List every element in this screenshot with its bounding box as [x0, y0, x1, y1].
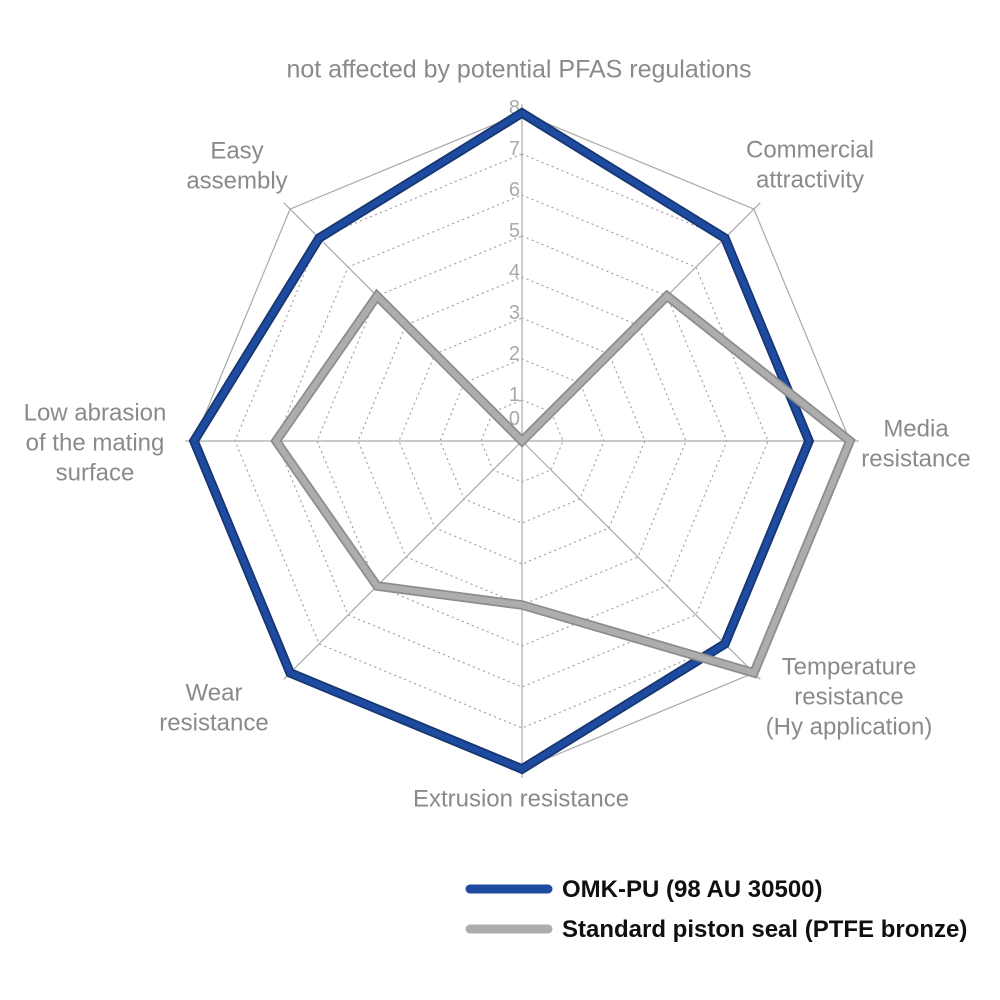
- axis-label-3: Temperature resistance (Hy application): [766, 654, 933, 741]
- axis-label-5: Wear resistance: [159, 680, 268, 737]
- tick-label: 5: [509, 220, 520, 242]
- axis-label-line: Commercial: [746, 137, 874, 164]
- axis-tick-mark: [283, 202, 291, 210]
- tick-label: 0: [509, 408, 520, 430]
- axis-label-7: Easy assembly: [186, 138, 287, 195]
- axis-label-line: Low abrasion: [24, 400, 167, 427]
- axis-label-line: (Hy application): [766, 714, 933, 741]
- series-line-1: [272, 291, 854, 677]
- axis-label-line: resistance: [159, 710, 268, 737]
- tick-label: 2: [509, 343, 520, 365]
- axis-label-6: Low abrasion of the mating surface: [24, 400, 167, 487]
- axis-label-line: resistance: [794, 684, 903, 711]
- tick-label: 3: [509, 302, 520, 324]
- axis-label-1: Commercial attractivity: [746, 137, 874, 194]
- tick-label: 7: [509, 138, 520, 160]
- legend-entry-1: Standard piston seal (PTFE bronze): [465, 916, 967, 943]
- axis-label-line: Extrusion resistance: [413, 786, 629, 813]
- tick-label: 8: [509, 97, 520, 119]
- axis-label-line: Media: [883, 416, 949, 443]
- axis-tick-mark: [753, 202, 761, 210]
- axis-label-line: Easy: [210, 138, 263, 165]
- legend-label: Standard piston seal (PTFE bronze): [562, 916, 967, 943]
- axis-label-4: Extrusion resistance: [413, 786, 629, 813]
- tick-label: 4: [509, 261, 520, 283]
- axis-label-0: not affected by potential PFAS regulatio…: [286, 56, 751, 84]
- axis-label-line: surface: [56, 460, 135, 487]
- grid-ring-dotted: [398, 317, 646, 565]
- axis-label-line: Wear: [186, 680, 243, 707]
- axis-label-line: Temperature: [782, 654, 917, 681]
- tick-label: 6: [509, 179, 520, 201]
- axis-spoke: [289, 440, 523, 674]
- axis-label-line: attractivity: [756, 167, 864, 194]
- axis-label-line: of the mating: [26, 430, 165, 457]
- axis-spoke: [521, 440, 755, 674]
- axis-label-line: assembly: [186, 168, 287, 195]
- legend-label: OMK-PU (98 AU 30500): [562, 876, 823, 903]
- legend-entry-0: OMK-PU (98 AU 30500): [465, 876, 823, 903]
- tick-label: 1: [509, 384, 520, 406]
- axis-label-line: not affected by potential PFAS regulatio…: [286, 56, 751, 84]
- axis-label-2: Media resistance: [861, 416, 970, 473]
- axis-label-line: resistance: [861, 446, 970, 473]
- series-line-0: [190, 109, 813, 773]
